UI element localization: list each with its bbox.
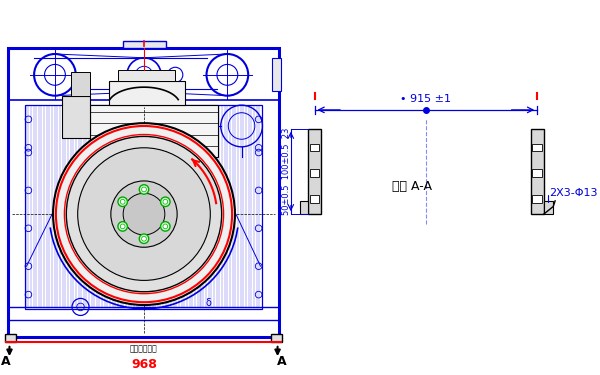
Bar (532, 170, 542, 177)
Circle shape (120, 200, 125, 204)
Bar (310, 144, 319, 152)
Bar (308, 129, 321, 214)
Circle shape (53, 123, 235, 305)
Text: A: A (1, 355, 10, 368)
Bar (90, 105, 218, 157)
Bar (271, 334, 283, 342)
Circle shape (139, 234, 149, 243)
Circle shape (161, 222, 170, 231)
Bar (310, 195, 319, 202)
Bar (301, 201, 308, 214)
Bar (310, 170, 319, 177)
Text: δ: δ (205, 298, 211, 308)
Bar (71, 72, 90, 96)
Bar (109, 81, 185, 105)
Bar (532, 144, 542, 152)
Bar (5, 334, 16, 342)
Bar (8, 48, 280, 100)
Circle shape (161, 197, 170, 207)
Bar (8, 48, 280, 337)
Circle shape (163, 224, 167, 229)
Bar (544, 201, 553, 214)
Bar (272, 58, 281, 91)
Circle shape (111, 181, 177, 247)
Bar (532, 195, 542, 202)
Text: 968: 968 (131, 357, 157, 370)
Bar (530, 129, 544, 214)
Circle shape (120, 224, 125, 229)
Text: 剖面 A-A: 剖面 A-A (392, 180, 431, 194)
Text: 发动机中心面: 发动机中心面 (130, 345, 158, 354)
Bar (62, 96, 90, 138)
Circle shape (67, 136, 221, 292)
Circle shape (142, 236, 146, 241)
Bar (123, 41, 166, 48)
Bar (25, 105, 262, 309)
Circle shape (142, 187, 146, 192)
Bar (118, 70, 175, 81)
Text: • 915 ±1: • 915 ±1 (400, 94, 451, 104)
Circle shape (118, 222, 127, 231)
Circle shape (77, 148, 211, 280)
Circle shape (118, 197, 127, 207)
Text: 2X3-Φ13: 2X3-Φ13 (550, 188, 598, 198)
Circle shape (163, 200, 167, 204)
Circle shape (123, 193, 165, 235)
Circle shape (139, 185, 149, 194)
Text: A: A (277, 355, 286, 368)
Bar (8, 307, 280, 320)
Text: 50±0.5  100±0.5  23: 50±0.5 100±0.5 23 (281, 128, 290, 215)
